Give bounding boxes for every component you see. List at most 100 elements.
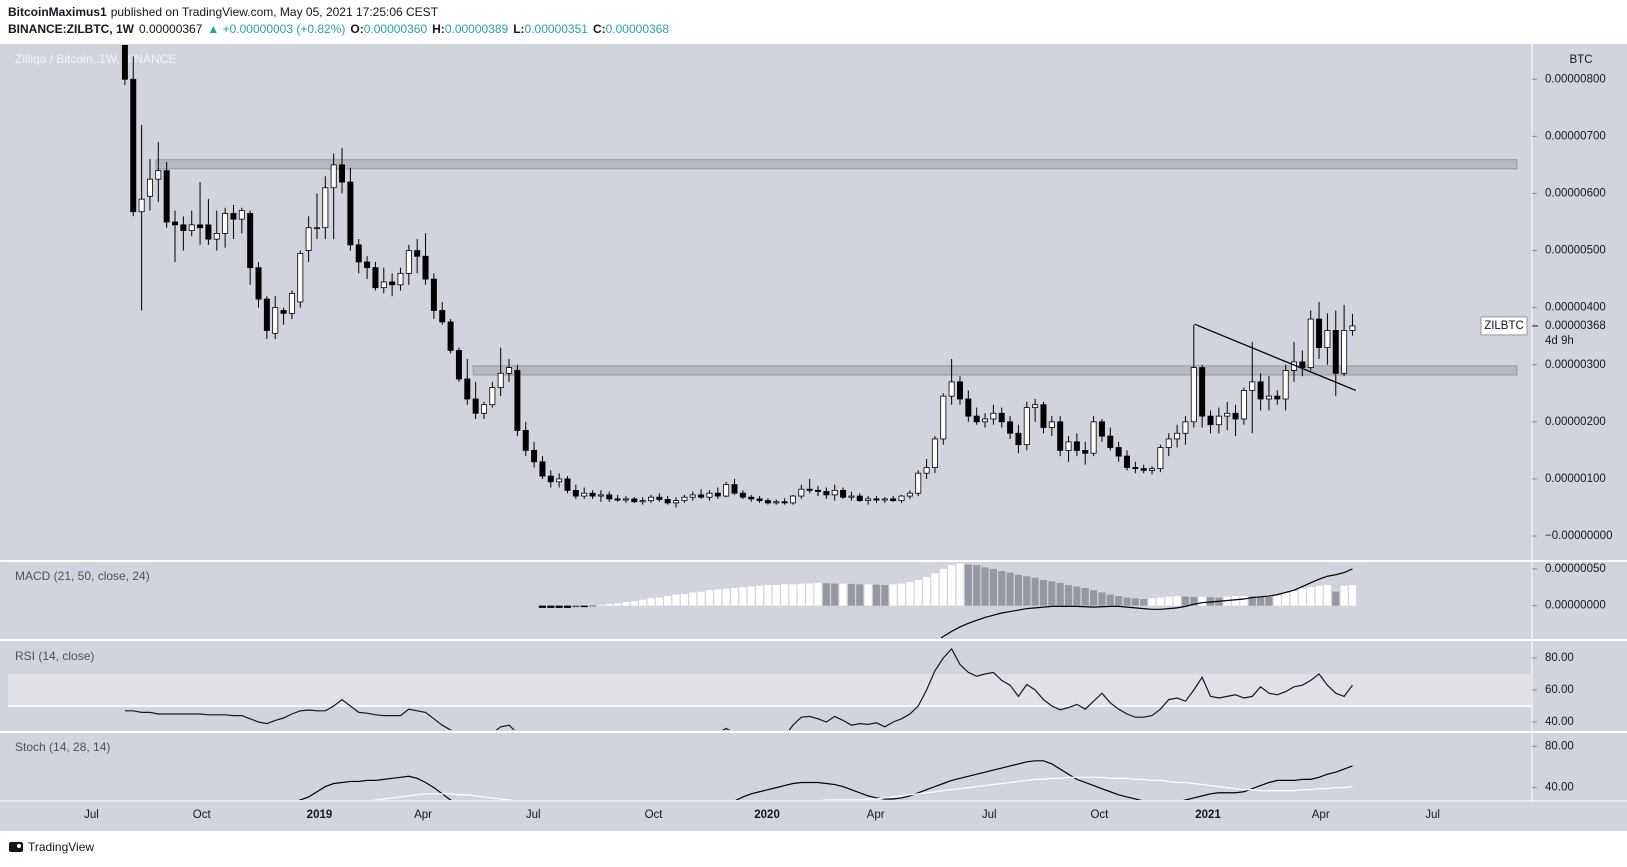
indicator-line	[124, 647, 1353, 730]
candle-body	[639, 500, 646, 503]
candle-body	[781, 501, 788, 504]
candle-body	[230, 213, 237, 220]
price-zone	[472, 365, 1518, 376]
candle-body	[305, 227, 312, 251]
candle-body	[539, 461, 546, 477]
candle-body	[163, 170, 170, 223]
logo-icon-dot	[17, 844, 21, 848]
candle-body	[1249, 381, 1256, 391]
candle-body	[965, 398, 972, 417]
footer-logo[interactable]: TradingView	[9, 840, 94, 854]
macd-histogram-bar	[630, 601, 638, 606]
macd-histogram-bar	[1014, 574, 1023, 606]
macd-histogram-bar	[1173, 596, 1181, 606]
macd-histogram-bar	[664, 596, 672, 606]
y-tick-label: 40.00	[1545, 716, 1574, 728]
candle-body	[1265, 395, 1272, 400]
candle-body	[973, 415, 980, 423]
rsi-band	[8, 674, 1532, 706]
candle-body	[422, 255, 429, 280]
candle-body	[355, 244, 362, 263]
candle-body	[347, 181, 354, 246]
macd-histogram-bar	[1039, 579, 1048, 606]
x-tick-label: Oct	[1090, 809, 1109, 821]
ohlc-value: 0.00000368	[606, 22, 670, 36]
macd-histogram-bar	[705, 590, 714, 606]
candle-body	[1065, 441, 1072, 451]
candle-body	[1015, 432, 1022, 446]
candle-body	[1240, 390, 1247, 420]
candle-body	[848, 495, 855, 498]
candle-body	[1349, 325, 1356, 331]
x-tick-label: Jul	[526, 809, 541, 821]
x-tick-label: 2020	[754, 809, 780, 821]
candle-body	[865, 498, 872, 502]
candle-body	[898, 495, 905, 502]
symbol-label: ZILBTC	[1484, 320, 1524, 332]
ohlc-value: 0.00000351	[525, 22, 589, 36]
candle-body	[940, 395, 947, 440]
macd-histogram-bar	[614, 603, 622, 606]
macd-histogram-bar	[1148, 598, 1156, 606]
candle-body	[906, 492, 913, 497]
x-tick-label: Jul	[1425, 809, 1440, 821]
candle-body	[589, 492, 596, 497]
candle-body	[1107, 435, 1114, 448]
candle-body	[464, 378, 471, 400]
candle-body	[1073, 441, 1080, 451]
candle-body	[1299, 361, 1306, 368]
symbol-line: BINANCE:ZILBTC, 1W 0.00000367 ▲ +0.0000000…	[8, 22, 669, 36]
macd-histogram-bar	[1165, 596, 1173, 606]
y-tick-label: 60.00	[1545, 684, 1574, 696]
candle-body	[1316, 318, 1323, 349]
macd-histogram-bar	[672, 594, 680, 606]
macd-histogram-bar	[1156, 597, 1164, 606]
candle-body	[622, 498, 629, 501]
macd-histogram-bar	[747, 586, 755, 606]
candle-body	[430, 278, 437, 311]
header-line: BitcoinMaximus1 published on TradingView.…	[8, 5, 439, 19]
macd-histogram-bar	[822, 583, 830, 606]
ohlc-label: C:	[593, 22, 606, 36]
x-tick-label: Jul	[84, 809, 99, 821]
macd-histogram-bar	[739, 587, 747, 606]
pane	[538, 563, 1357, 638]
macd-histogram-bar	[547, 605, 555, 608]
macd-histogram-bar	[588, 605, 597, 607]
rsi-title: RSI (14, close)	[15, 649, 94, 663]
macd-histogram-bar	[897, 583, 906, 606]
macd-histogram-bar	[1056, 582, 1064, 606]
candle-body	[840, 489, 847, 498]
x-tick-label: Apr	[414, 809, 432, 821]
macd-histogram-bar	[1106, 594, 1114, 606]
candle-body	[389, 281, 396, 286]
macd-line	[940, 568, 1353, 638]
candle-body	[1165, 438, 1172, 448]
author[interactable]: BitcoinMaximus1	[8, 5, 107, 19]
macd-histogram-bar	[1140, 599, 1148, 606]
macd-histogram-bar	[998, 571, 1006, 606]
macd-histogram-bar	[1131, 598, 1139, 606]
trendline	[1194, 323, 1357, 392]
macd-histogram-bar	[572, 605, 580, 608]
macd-histogram-bar	[722, 588, 730, 606]
candle-body	[1157, 447, 1164, 470]
macd-histogram-bar	[622, 601, 630, 606]
candle-body	[572, 489, 579, 497]
ohlc-label: H:	[432, 22, 445, 36]
candle-body	[1115, 447, 1122, 457]
macd-histogram-bar	[1315, 585, 1323, 606]
macd-histogram-bar	[1257, 596, 1265, 606]
candle-body	[455, 350, 462, 380]
published: published on TradingView.com, May 05, 20…	[111, 5, 439, 19]
macd-histogram-bar	[1031, 577, 1039, 606]
macd-histogram-bar	[1123, 597, 1131, 606]
candle-body	[339, 164, 346, 183]
macd-histogram-bar	[714, 589, 722, 606]
candle-body	[1274, 395, 1281, 400]
pane	[8, 647, 1532, 730]
y-tick-label: −0.00000000	[1545, 530, 1612, 542]
candle-body	[1140, 468, 1147, 471]
candle-body	[614, 498, 621, 501]
macd-histogram-bar	[563, 605, 572, 608]
